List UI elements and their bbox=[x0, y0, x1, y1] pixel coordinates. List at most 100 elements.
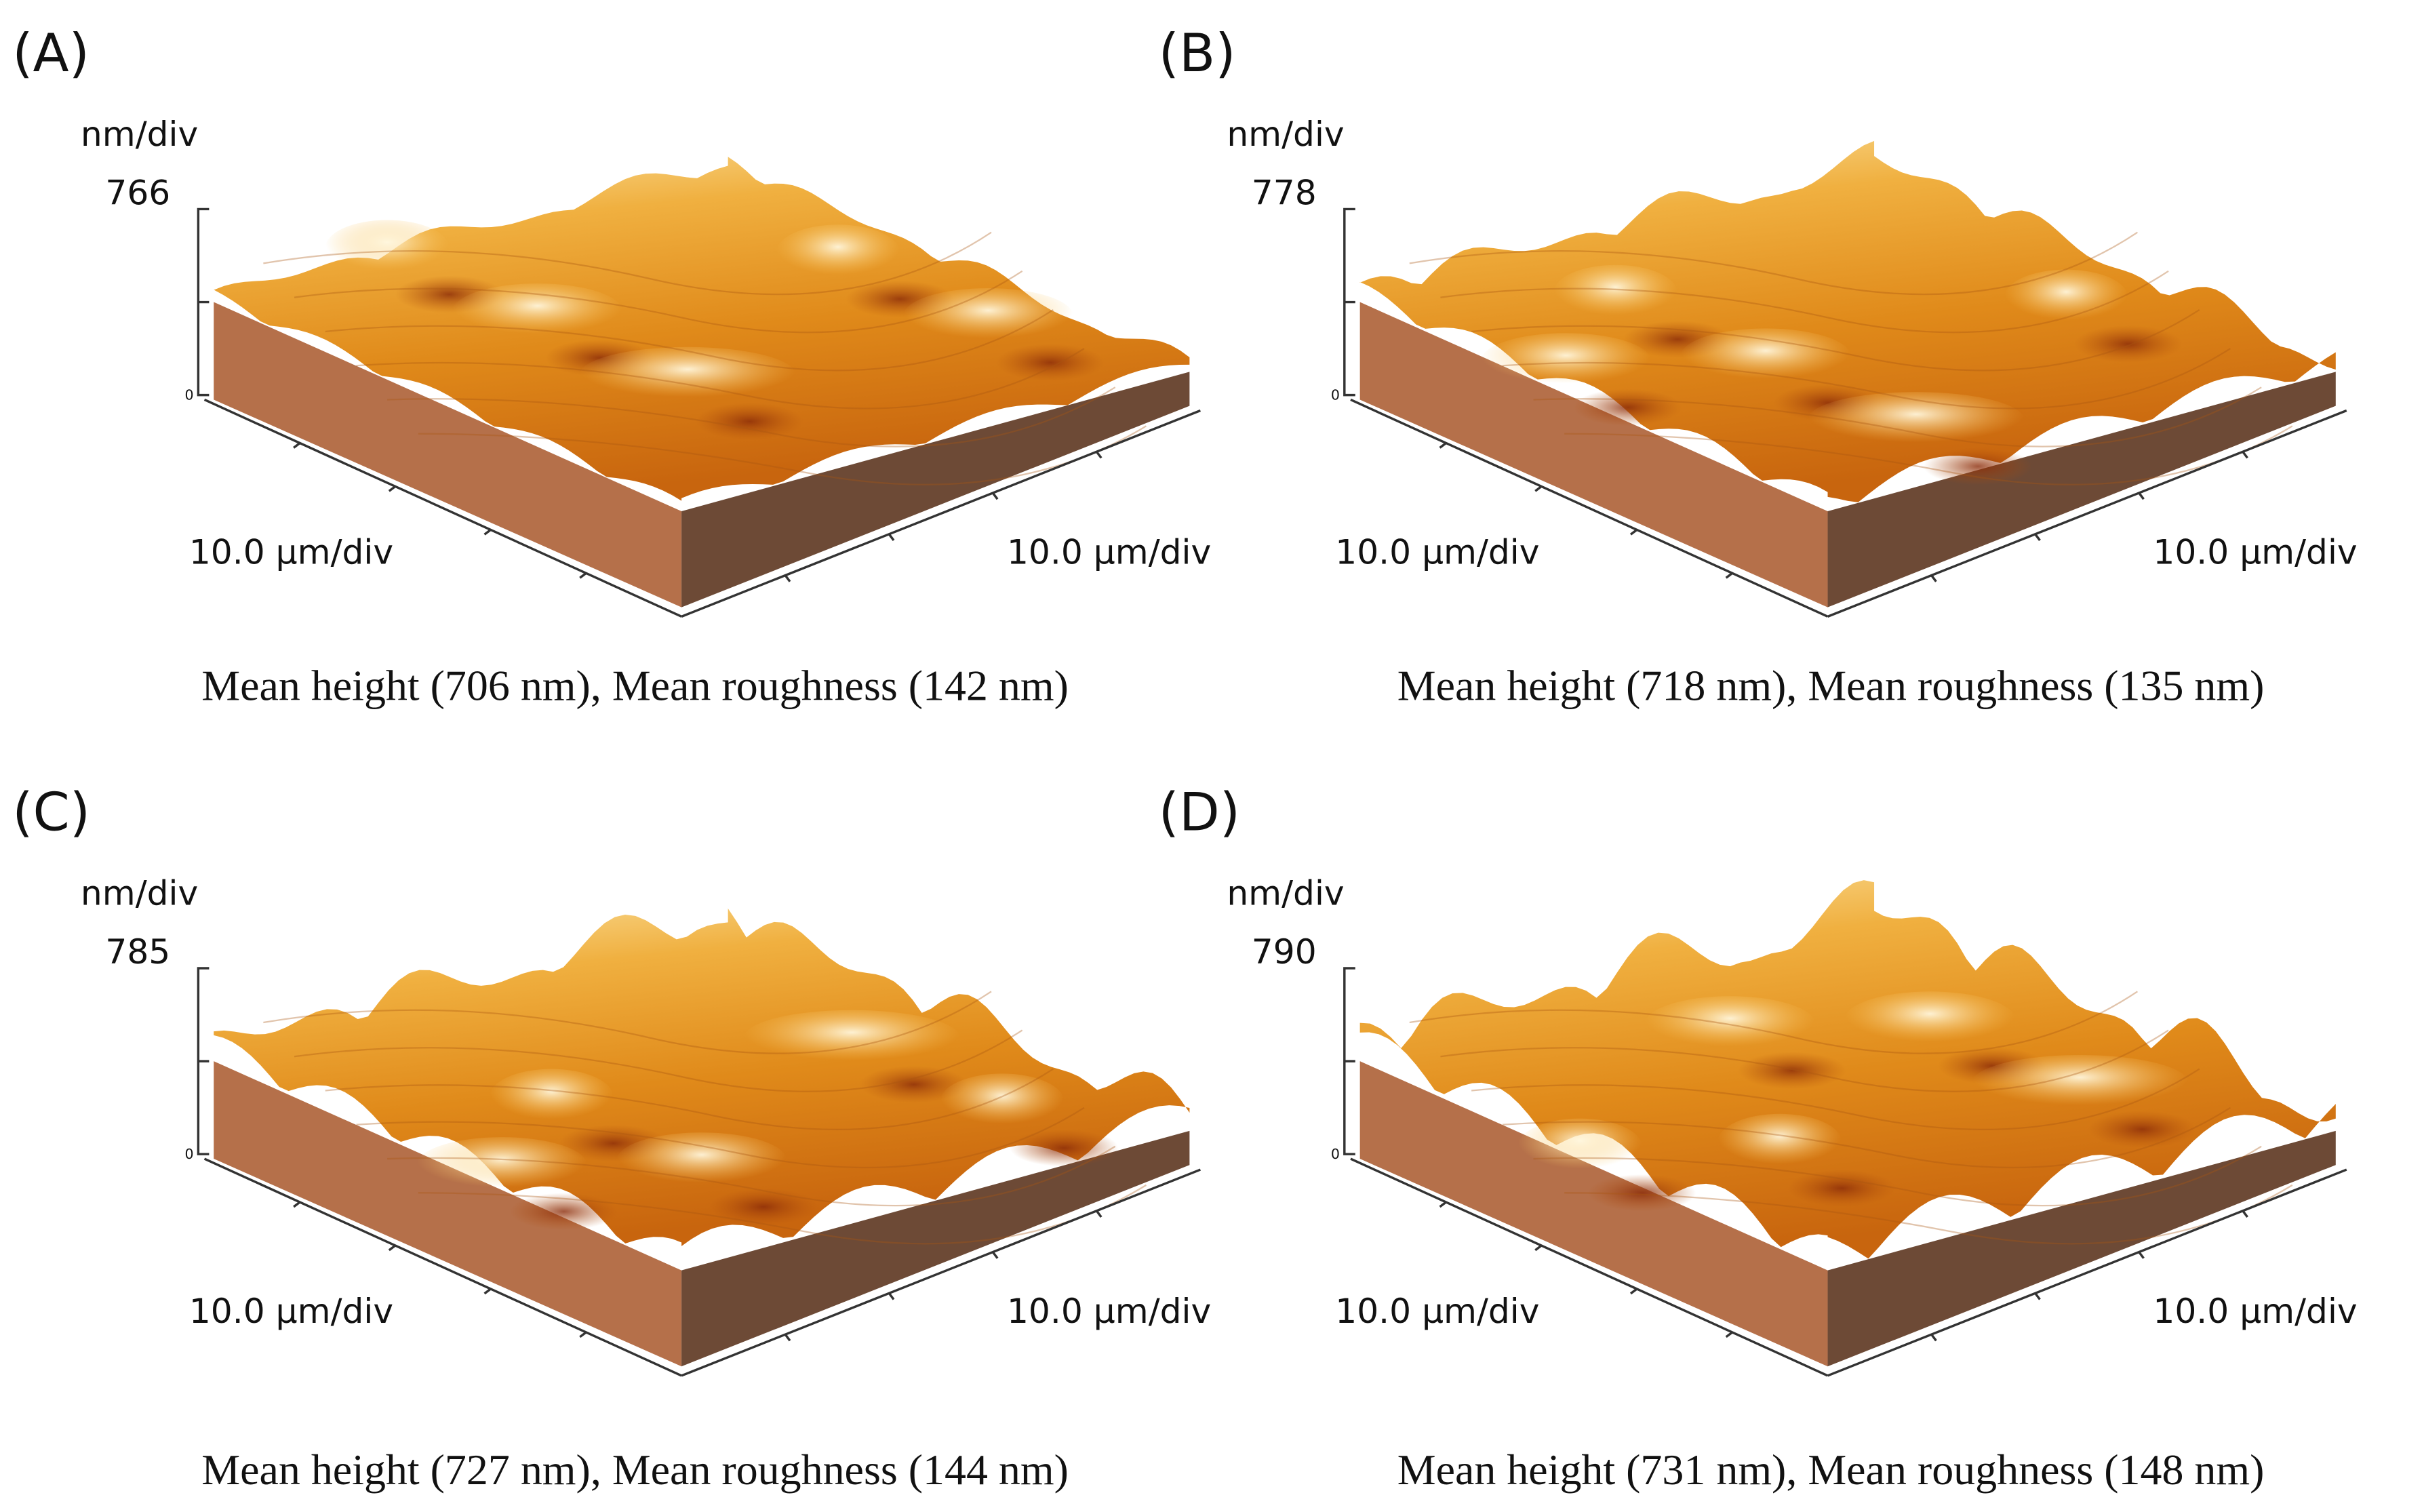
highlight bbox=[1971, 1054, 2189, 1111]
ridge-line bbox=[387, 386, 1116, 447]
z-unit: nm/div bbox=[81, 873, 198, 913]
shadow bbox=[1738, 1052, 1846, 1090]
highlight bbox=[776, 224, 900, 281]
surface bbox=[1359, 140, 2336, 502]
caption: Mean height (718 nm), Mean roughness (13… bbox=[1397, 662, 2265, 710]
z-max: 785 bbox=[105, 932, 170, 972]
axis-tick bbox=[784, 574, 791, 582]
ridge-line bbox=[356, 1107, 1085, 1169]
highlight bbox=[452, 283, 623, 340]
panel: (A) nm/div 766 0 10.0 μm/div 10.0 μm/div Mean … bbox=[12, 23, 1211, 710]
shadow bbox=[1010, 1129, 1119, 1167]
ridge-line bbox=[1502, 348, 2231, 410]
x-axis-right-label: 10.0 μm/div bbox=[1007, 532, 1211, 572]
z-max: 778 bbox=[1252, 173, 1317, 213]
left-wall bbox=[214, 1061, 682, 1367]
highlight bbox=[416, 1137, 587, 1193]
axis-tick bbox=[1095, 1210, 1102, 1218]
z-unit: nm/div bbox=[81, 114, 198, 154]
right-wall bbox=[681, 1130, 1190, 1367]
shadow bbox=[1587, 1174, 1696, 1212]
ridge-line bbox=[294, 270, 1023, 334]
x-axis-left-label: 10.0 μm/div bbox=[189, 532, 393, 572]
highlight bbox=[743, 1010, 961, 1066]
z-min: 0 bbox=[1331, 1146, 1340, 1162]
caption: Mean height (731 nm), Mean roughness (14… bbox=[1397, 1446, 2265, 1494]
shadow bbox=[2088, 1111, 2197, 1149]
shadow bbox=[1573, 389, 1682, 426]
surface bbox=[1359, 880, 2336, 1259]
ridge-line bbox=[263, 991, 992, 1054]
ridge-line bbox=[263, 231, 992, 296]
ridge-line bbox=[1471, 309, 2200, 372]
panel-label: (D) bbox=[1159, 782, 1240, 843]
ridge-line bbox=[1471, 1068, 2200, 1131]
axis-tick bbox=[2138, 1251, 2145, 1259]
x-axis-right bbox=[1827, 1168, 2347, 1377]
axis-tick bbox=[388, 1244, 396, 1252]
surface bbox=[214, 157, 1190, 501]
ridge-line bbox=[1502, 1107, 2231, 1169]
panel-label: (A) bbox=[12, 23, 90, 84]
axis-tick bbox=[991, 492, 999, 500]
axis-tick bbox=[1439, 1201, 1447, 1208]
axis-tick bbox=[1534, 485, 1543, 492]
panel-label: (B) bbox=[1159, 23, 1236, 84]
highlight bbox=[1517, 1118, 1642, 1174]
caption: Mean height (727 nm), Mean roughness (14… bbox=[201, 1446, 1069, 1494]
shadow bbox=[2073, 325, 2183, 363]
x-axis-right-label: 10.0 μm/div bbox=[2153, 1291, 2357, 1331]
panel: (D) nm/div 790 0 10.0 μm/div 10.0 μm/div Mean … bbox=[1159, 782, 2358, 1494]
highlight bbox=[1680, 328, 1851, 384]
x-axis-left-label: 10.0 μm/div bbox=[1335, 532, 1539, 572]
right-wall bbox=[1827, 1130, 2336, 1367]
axis-tick bbox=[1725, 1331, 1733, 1338]
axis-tick bbox=[1930, 574, 1937, 582]
axis-tick bbox=[1930, 1334, 1937, 1342]
axis-tick bbox=[2242, 1210, 2248, 1218]
x-axis-left bbox=[203, 398, 682, 618]
axis-tick bbox=[991, 1251, 999, 1259]
ridge-line bbox=[294, 1029, 1023, 1092]
x-axis-right bbox=[1827, 409, 2347, 618]
ridge-line bbox=[1409, 991, 2139, 1054]
highlight bbox=[1644, 996, 1816, 1052]
axis-tick bbox=[2242, 451, 2248, 459]
axis-tick bbox=[293, 1201, 301, 1208]
axis-tick bbox=[483, 1288, 492, 1295]
x-axis-right bbox=[681, 409, 1201, 618]
right-wall bbox=[681, 372, 1190, 608]
x-axis-right-label: 10.0 μm/div bbox=[2153, 532, 2357, 572]
left-wall bbox=[1359, 1061, 1828, 1367]
x-axis-left bbox=[1350, 1157, 1829, 1377]
ridge-line bbox=[1533, 1145, 2262, 1207]
z-axis bbox=[197, 207, 210, 397]
left-wall bbox=[214, 302, 682, 608]
z-min: 0 bbox=[184, 1146, 193, 1162]
panel: (B) nm/div 778 0 10.0 μm/div 10.0 μm/div Mean … bbox=[1159, 23, 2358, 710]
axis-tick bbox=[293, 442, 301, 449]
highlight bbox=[579, 346, 797, 403]
shadow bbox=[509, 1193, 618, 1231]
caption: Mean height (706 nm), Mean roughness (14… bbox=[201, 662, 1069, 710]
highlight bbox=[1480, 333, 1652, 389]
axis-tick bbox=[2034, 533, 2041, 541]
highlight bbox=[902, 287, 1074, 344]
panel: (C) nm/div 785 0 10.0 μm/div 10.0 μm/div Mean … bbox=[12, 782, 1211, 1494]
shadow bbox=[709, 1188, 818, 1226]
highlight bbox=[1553, 264, 1677, 321]
highlight bbox=[940, 1073, 1065, 1130]
x-axis-right bbox=[681, 1168, 1201, 1377]
z-axis bbox=[197, 967, 210, 1155]
highlight bbox=[2004, 269, 2128, 325]
axis-tick bbox=[1095, 451, 1102, 459]
axis-tick bbox=[888, 1292, 895, 1300]
z-max: 766 bbox=[105, 173, 170, 213]
ridge-line bbox=[1440, 1029, 2169, 1092]
axis-tick bbox=[2034, 1292, 2041, 1300]
shadow bbox=[695, 403, 804, 440]
highlight bbox=[1807, 392, 2025, 448]
axis-tick bbox=[579, 572, 587, 579]
z-axis bbox=[1343, 967, 1355, 1155]
